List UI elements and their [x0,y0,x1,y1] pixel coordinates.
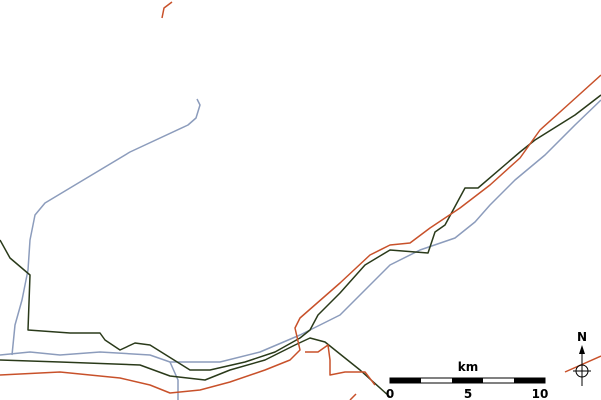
trail [161,1,173,19]
road [0,94,601,371]
scale-tick: 10 [532,387,549,400]
river [0,99,601,363]
scale-segment [514,378,545,383]
scale-unit: km [458,360,478,374]
scale-bar: km 0 5 10 [386,360,549,400]
trail [564,355,601,373]
compass-label: N [577,330,587,344]
river [169,361,179,400]
scale-segment [452,378,483,383]
compass-ring [575,364,589,378]
river [11,98,201,356]
scale-segment [390,378,421,383]
scale-tick: 5 [464,387,472,400]
trail [0,74,601,394]
compass-arrow [579,345,585,354]
trail [349,393,357,400]
compass: N [573,330,591,386]
trail [305,344,376,386]
road [0,337,391,398]
scale-tick: 0 [386,387,394,400]
